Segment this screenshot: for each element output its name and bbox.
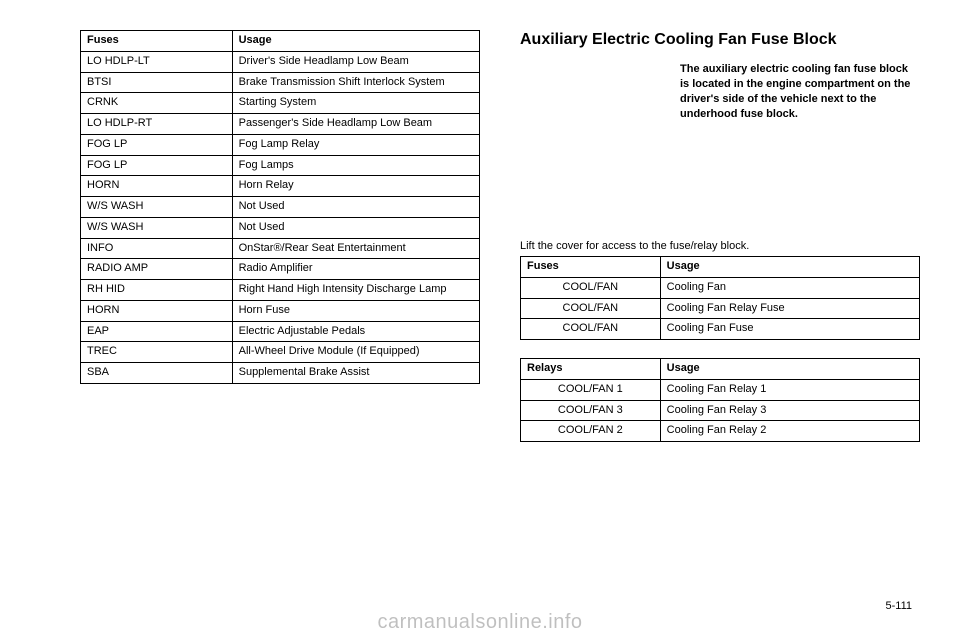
table-row: COOL/FANCooling Fan bbox=[521, 277, 920, 298]
description-block: The auxiliary electric cooling fan fuse … bbox=[520, 62, 920, 212]
cell: RADIO AMP bbox=[81, 259, 233, 280]
cell: Passenger's Side Headlamp Low Beam bbox=[232, 114, 479, 135]
table-caption: Lift the cover for access to the fuse/re… bbox=[520, 240, 920, 252]
table-row: W/S WASHNot Used bbox=[81, 197, 480, 218]
cell: W/S WASH bbox=[81, 197, 233, 218]
th-usage: Usage bbox=[232, 31, 479, 52]
cell: Not Used bbox=[232, 197, 479, 218]
cell: Cooling Fan Relay Fuse bbox=[660, 298, 919, 319]
cell: EAP bbox=[81, 321, 233, 342]
table-row: SBASupplemental Brake Assist bbox=[81, 363, 480, 384]
table-row: COOL/FAN 1Cooling Fan Relay 1 bbox=[521, 379, 920, 400]
cell: SBA bbox=[81, 363, 233, 384]
cell: Radio Amplifier bbox=[232, 259, 479, 280]
cell: HORN bbox=[81, 176, 233, 197]
table-row: LO HDLP-RTPassenger's Side Headlamp Low … bbox=[81, 114, 480, 135]
table-row: HORNHorn Fuse bbox=[81, 300, 480, 321]
th-usage: Usage bbox=[660, 359, 919, 380]
cell: INFO bbox=[81, 238, 233, 259]
description-text: The auxiliary electric cooling fan fuse … bbox=[670, 62, 920, 212]
table-row: RH HIDRight Hand High Intensity Discharg… bbox=[81, 280, 480, 301]
cell: HORN bbox=[81, 300, 233, 321]
cell: LO HDLP-RT bbox=[81, 114, 233, 135]
table-row: HORNHorn Relay bbox=[81, 176, 480, 197]
cell: All-Wheel Drive Module (If Equipped) bbox=[232, 342, 479, 363]
table-row: COOL/FAN 3Cooling Fan Relay 3 bbox=[521, 400, 920, 421]
table-row: BTSIBrake Transmission Shift Interlock S… bbox=[81, 72, 480, 93]
fuse-block-image bbox=[520, 62, 670, 212]
cell: Brake Transmission Shift Interlock Syste… bbox=[232, 72, 479, 93]
cell: COOL/FAN bbox=[521, 277, 661, 298]
cell: Cooling Fan Relay 2 bbox=[660, 421, 919, 442]
cell: COOL/FAN 3 bbox=[521, 400, 661, 421]
table-row: COOL/FANCooling Fan Fuse bbox=[521, 319, 920, 340]
table-row: EAPElectric Adjustable Pedals bbox=[81, 321, 480, 342]
cell: LO HDLP-LT bbox=[81, 51, 233, 72]
relays-table-aux: Relays Usage COOL/FAN 1Cooling Fan Relay… bbox=[520, 358, 920, 442]
section-heading: Auxiliary Electric Cooling Fan Fuse Bloc… bbox=[520, 30, 920, 50]
left-column: Fuses Usage LO HDLP-LTDriver's Side Head… bbox=[80, 30, 480, 460]
cell: Fog Lamps bbox=[232, 155, 479, 176]
cell: COOL/FAN bbox=[521, 298, 661, 319]
cell: CRNK bbox=[81, 93, 233, 114]
table-row: INFOOnStar®/Rear Seat Entertainment bbox=[81, 238, 480, 259]
cell: W/S WASH bbox=[81, 217, 233, 238]
cell: FOG LP bbox=[81, 155, 233, 176]
table-row: W/S WASHNot Used bbox=[81, 217, 480, 238]
watermark: carmanualsonline.info bbox=[0, 611, 960, 634]
cell: Fog Lamp Relay bbox=[232, 134, 479, 155]
cell: TREC bbox=[81, 342, 233, 363]
cell: Starting System bbox=[232, 93, 479, 114]
th-usage: Usage bbox=[660, 257, 919, 278]
cell: COOL/FAN bbox=[521, 319, 661, 340]
cell: Right Hand High Intensity Discharge Lamp bbox=[232, 280, 479, 301]
cell: BTSI bbox=[81, 72, 233, 93]
th-fuses: Fuses bbox=[521, 257, 661, 278]
table-row: COOL/FAN 2Cooling Fan Relay 2 bbox=[521, 421, 920, 442]
cell: RH HID bbox=[81, 280, 233, 301]
cell: Electric Adjustable Pedals bbox=[232, 321, 479, 342]
cell: FOG LP bbox=[81, 134, 233, 155]
cell: Cooling Fan Fuse bbox=[660, 319, 919, 340]
th-fuses: Fuses bbox=[81, 31, 233, 52]
table-row: TRECAll-Wheel Drive Module (If Equipped) bbox=[81, 342, 480, 363]
th-relays: Relays bbox=[521, 359, 661, 380]
table-row: RADIO AMPRadio Amplifier bbox=[81, 259, 480, 280]
cell: COOL/FAN 2 bbox=[521, 421, 661, 442]
cell: Cooling Fan Relay 3 bbox=[660, 400, 919, 421]
cell: OnStar®/Rear Seat Entertainment bbox=[232, 238, 479, 259]
cell: Cooling Fan Relay 1 bbox=[660, 379, 919, 400]
table-row: CRNKStarting System bbox=[81, 93, 480, 114]
right-column: Auxiliary Electric Cooling Fan Fuse Bloc… bbox=[520, 30, 920, 460]
table-row: COOL/FANCooling Fan Relay Fuse bbox=[521, 298, 920, 319]
table-row: FOG LPFog Lamps bbox=[81, 155, 480, 176]
cell: Supplemental Brake Assist bbox=[232, 363, 479, 384]
table-row: FOG LPFog Lamp Relay bbox=[81, 134, 480, 155]
cell: Horn Relay bbox=[232, 176, 479, 197]
cell: Cooling Fan bbox=[660, 277, 919, 298]
fuses-table-main: Fuses Usage LO HDLP-LTDriver's Side Head… bbox=[80, 30, 480, 384]
cell: Not Used bbox=[232, 217, 479, 238]
cell: COOL/FAN 1 bbox=[521, 379, 661, 400]
fuses-table-aux: Fuses Usage COOL/FANCooling Fan COOL/FAN… bbox=[520, 256, 920, 340]
cell: Driver's Side Headlamp Low Beam bbox=[232, 51, 479, 72]
cell: Horn Fuse bbox=[232, 300, 479, 321]
table-row: LO HDLP-LTDriver's Side Headlamp Low Bea… bbox=[81, 51, 480, 72]
